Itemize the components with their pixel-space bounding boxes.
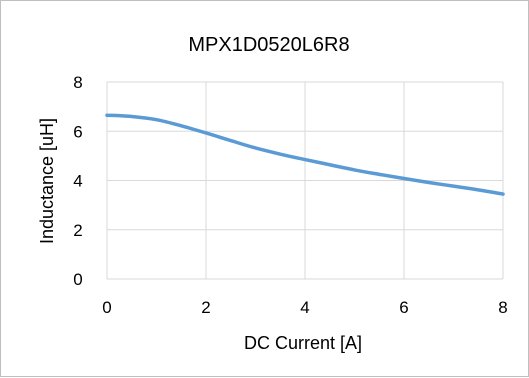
x-tick-label: 2 [201,298,210,317]
x-tick-label: 8 [498,298,507,317]
y-tick-label: 0 [73,270,82,289]
y-tick-label: 4 [73,172,82,191]
chart-title: MPX1D0520L6R8 [188,34,349,56]
x-tick-label: 6 [399,298,408,317]
grid-lines [107,82,503,279]
tick-labels: 0 2 4 6 8 0 2 4 6 8 [73,73,507,317]
x-tick-label: 0 [102,298,111,317]
y-tick-label: 8 [73,73,82,92]
y-tick-label: 6 [73,122,82,141]
x-tick-label: 4 [300,298,309,317]
y-axis-label: Inductance [uH] [37,118,57,244]
x-axis-label: DC Current [A] [244,333,362,353]
y-tick-label: 2 [73,221,82,240]
